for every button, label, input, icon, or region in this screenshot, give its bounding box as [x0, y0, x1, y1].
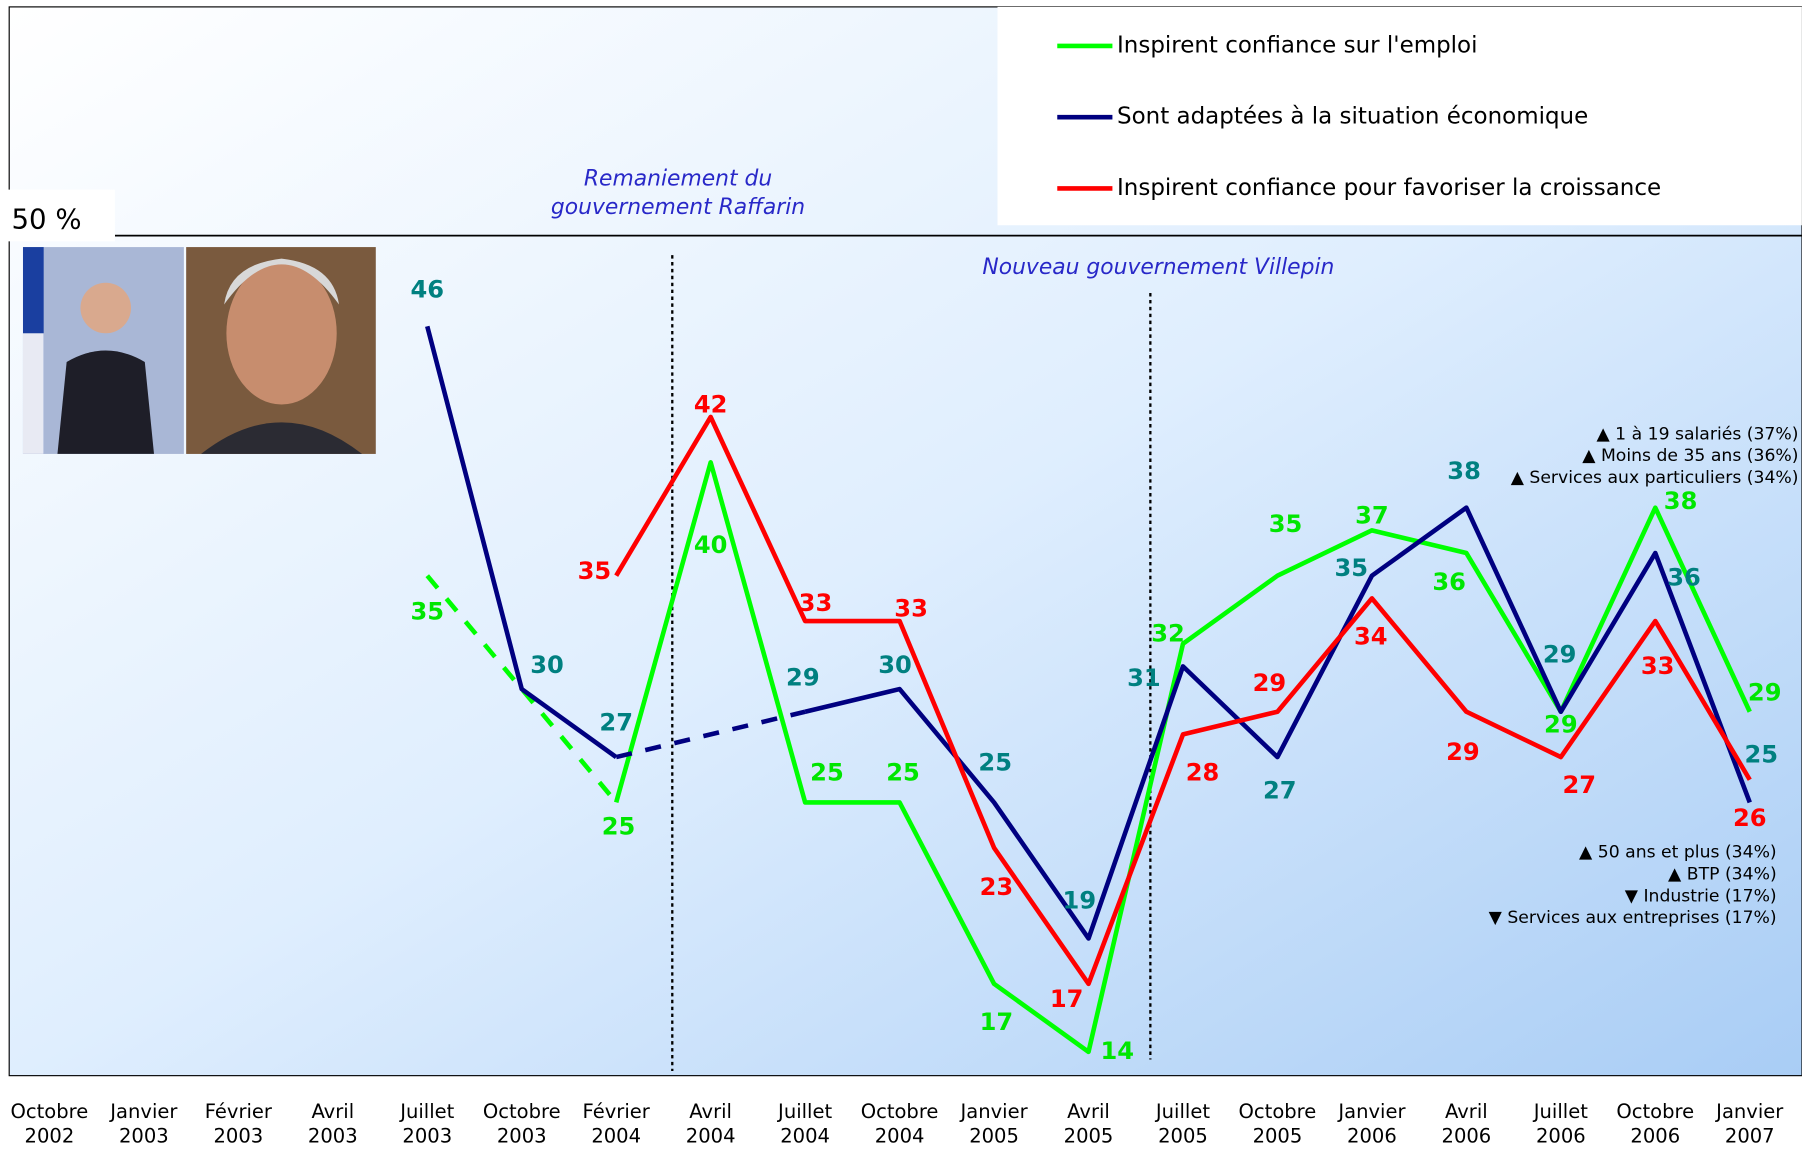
x-tick-label: Avril 2004 — [685, 1100, 736, 1149]
data-label: 29 — [1748, 678, 1782, 706]
data-label: 19 — [1063, 887, 1097, 915]
note: ▼ Industrie (17%) — [1625, 886, 1777, 906]
data-label: 35 — [1334, 554, 1368, 582]
data-label: 29 — [786, 663, 820, 691]
x-tick-label: Janvier 2006 — [1338, 1100, 1406, 1149]
data-label: 25 — [886, 759, 920, 787]
data-label: 27 — [599, 709, 633, 737]
series-line — [425, 574, 618, 804]
x-tick-label: Janvier 2003 — [110, 1100, 178, 1149]
x-tick-label: Janvier 2005 — [960, 1100, 1028, 1149]
data-label: 35 — [410, 597, 444, 625]
data-label: 17 — [980, 1008, 1014, 1036]
photo-chirac — [22, 247, 184, 454]
data-label: 25 — [602, 813, 636, 841]
data-label: 42 — [694, 390, 728, 418]
data-label: 38 — [1664, 487, 1698, 515]
series-line — [804, 505, 1752, 941]
x-tick-label: Octobre 2004 — [860, 1100, 939, 1149]
data-label: 37 — [1355, 502, 1389, 530]
data-label: 33 — [799, 589, 833, 617]
x-tick-label: Octobre 2003 — [482, 1100, 561, 1149]
x-tick-label: Avril 2003 — [307, 1100, 358, 1149]
x-tick-label: Avril 2006 — [1441, 1100, 1492, 1149]
note: ▲ Services aux particuliers (34%) — [1511, 468, 1799, 488]
data-label: 27 — [1263, 777, 1297, 805]
data-label: 35 — [1269, 510, 1303, 538]
tick-box — [0, 189, 115, 242]
data-label: 29 — [1543, 640, 1577, 668]
data-label: 36 — [1667, 563, 1701, 591]
data-label: 29 — [1253, 669, 1287, 697]
data-label: 29 — [1544, 711, 1578, 739]
series-line — [425, 325, 618, 759]
data-label: 46 — [410, 276, 444, 304]
note: ▲ 1 à 19 salariés (37%) — [1596, 424, 1798, 444]
x-tick-label: Février 2003 — [204, 1100, 272, 1149]
data-label: 36 — [1432, 568, 1466, 596]
data-label: 31 — [1127, 664, 1161, 692]
annotation: Nouveau gouvernement Villepin — [982, 255, 1334, 280]
data-label: 29 — [1446, 738, 1480, 766]
annotation: Remaniement du — [584, 166, 772, 191]
photo-villepin — [186, 247, 376, 454]
x-tick-label: Juillet 2006 — [1533, 1100, 1588, 1149]
data-label: 33 — [1641, 652, 1675, 680]
x-tick-label: Octobre 2005 — [1238, 1100, 1317, 1149]
data-label: 26 — [1733, 804, 1767, 832]
x-tick-label: Juillet 2005 — [1155, 1100, 1211, 1149]
data-label: 17 — [1050, 985, 1084, 1013]
x-tick-label: Juillet 2003 — [400, 1100, 455, 1149]
data-label: 25 — [1744, 740, 1778, 768]
data-label: 14 — [1100, 1037, 1134, 1065]
data-label: 25 — [810, 759, 844, 787]
x-tick-label: Octobre 2002 — [10, 1100, 89, 1149]
x-tick-label: Janvier 2007 — [1716, 1100, 1784, 1149]
series-line — [614, 414, 1752, 987]
data-label: 35 — [578, 557, 612, 585]
series-line — [615, 709, 806, 760]
data-label: 23 — [980, 873, 1014, 901]
legend-label: Inspirent confiance pour favoriser la cr… — [1117, 175, 1661, 201]
x-tick-label: Février 2004 — [582, 1100, 650, 1149]
annotation: gouvernement Raffarin — [551, 195, 805, 220]
y-tick-label: 50 % — [11, 203, 81, 236]
data-label: 27 — [1562, 771, 1596, 799]
data-label: 34 — [1354, 622, 1388, 650]
x-tick-label: Avril 2005 — [1063, 1100, 1114, 1149]
legend-label: Inspirent confiance sur l'emploi — [1117, 32, 1477, 58]
data-label: 32 — [1151, 620, 1185, 648]
note: ▲ Moins de 35 ans (36%) — [1582, 446, 1798, 466]
data-label: 28 — [1186, 758, 1220, 786]
legend-box — [997, 6, 1802, 226]
data-label: 30 — [530, 651, 564, 679]
legend-label: Sont adaptées à la situation économique — [1117, 104, 1588, 130]
note: ▲ BTP (34%) — [1668, 865, 1777, 885]
note: ▼ Services aux entreprises (17%) — [1489, 908, 1777, 928]
note: ▲ 50 ans et plus (34%) — [1579, 843, 1777, 863]
data-label: 40 — [694, 531, 728, 559]
data-label: 38 — [1447, 457, 1481, 485]
x-tick-label: Juillet 2004 — [778, 1100, 833, 1149]
data-label: 30 — [878, 651, 912, 679]
data-label: 25 — [978, 748, 1012, 776]
data-label: 33 — [894, 595, 928, 623]
x-tick-label: Octobre 2006 — [1616, 1100, 1695, 1149]
